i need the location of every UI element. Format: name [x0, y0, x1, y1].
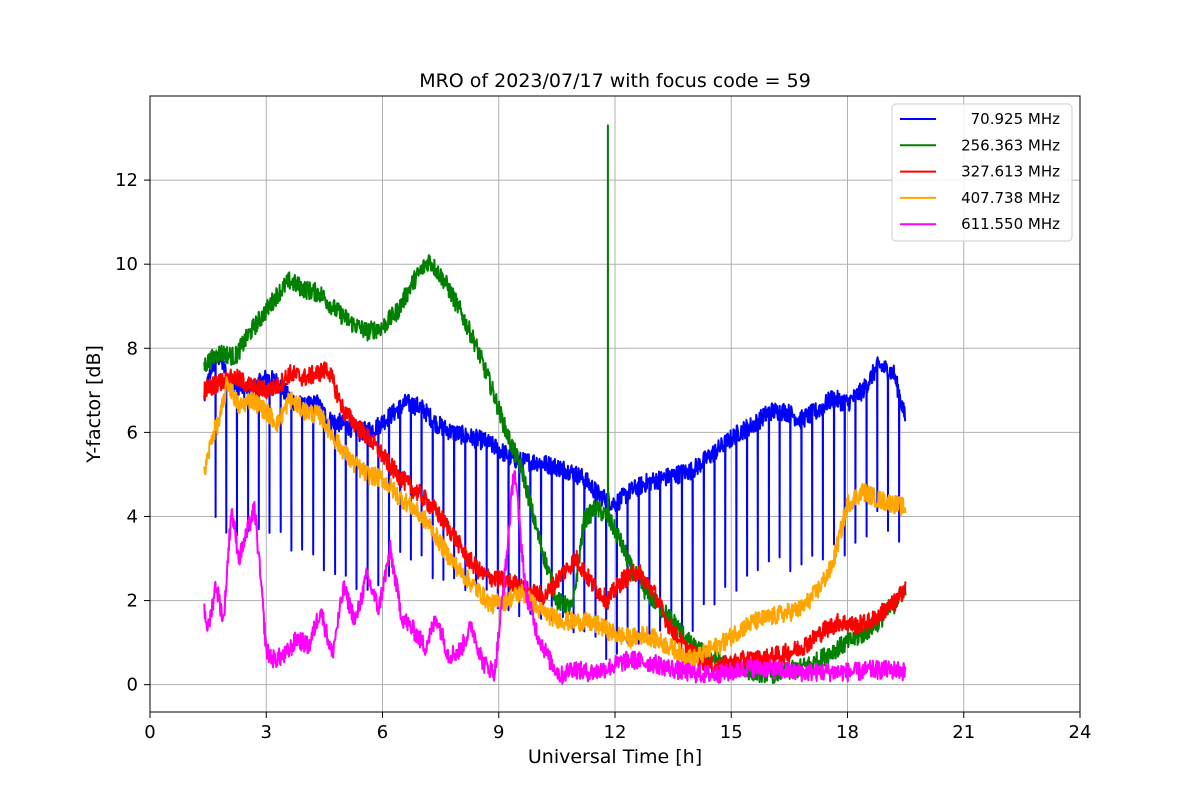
legend-label: 327.613 MHz: [961, 163, 1060, 181]
y-tick-label: 0: [127, 675, 138, 696]
series-line-3: [203, 361, 907, 676]
legend-label: 256.363 MHz: [961, 136, 1060, 154]
x-tick-label: 9: [493, 722, 504, 743]
x-tick-label: 24: [1069, 722, 1092, 743]
y-tick-label: 4: [127, 506, 138, 527]
series-line-4: [203, 376, 907, 670]
series-layer: [203, 124, 907, 685]
series-line-1: [203, 350, 907, 661]
x-tick-label: 0: [144, 722, 155, 743]
legend-label: 70.925 MHz: [971, 110, 1060, 128]
y-axis: 0 2 4 6 8 10 12: [115, 170, 150, 696]
x-axis: 0 3 6 9 12 15 18 21 24: [144, 712, 1091, 743]
y-axis-label: Y-factor [dB]: [83, 345, 105, 464]
y-tick-label: 12: [115, 170, 138, 191]
x-tick-label: 18: [836, 722, 859, 743]
grid: [149, 96, 1081, 712]
y-tick-label: 2: [127, 591, 138, 612]
series-line-5: [203, 470, 907, 685]
legend: 70.925 MHz 256.363 MHz 327.613 MHz 407.738 …: [891, 103, 1073, 242]
x-tick-label: 21: [952, 722, 975, 743]
legend-box: [891, 103, 1073, 242]
x-tick-label: 15: [720, 722, 743, 743]
legend-label: 611.550 MHz: [961, 215, 1060, 233]
y-tick-label: 6: [127, 422, 138, 443]
x-tick-label: 12: [604, 722, 627, 743]
legend-label: 407.738 MHz: [961, 189, 1060, 207]
x-tick-label: 3: [261, 722, 272, 743]
y-tick-label: 10: [115, 254, 138, 275]
x-tick-label: 6: [377, 722, 388, 743]
x-axis-label: Universal Time [h]: [528, 746, 702, 768]
y-tick-label: 8: [127, 338, 138, 359]
chart-title: MRO of 2023/07/17 with focus code = 59: [419, 70, 811, 92]
